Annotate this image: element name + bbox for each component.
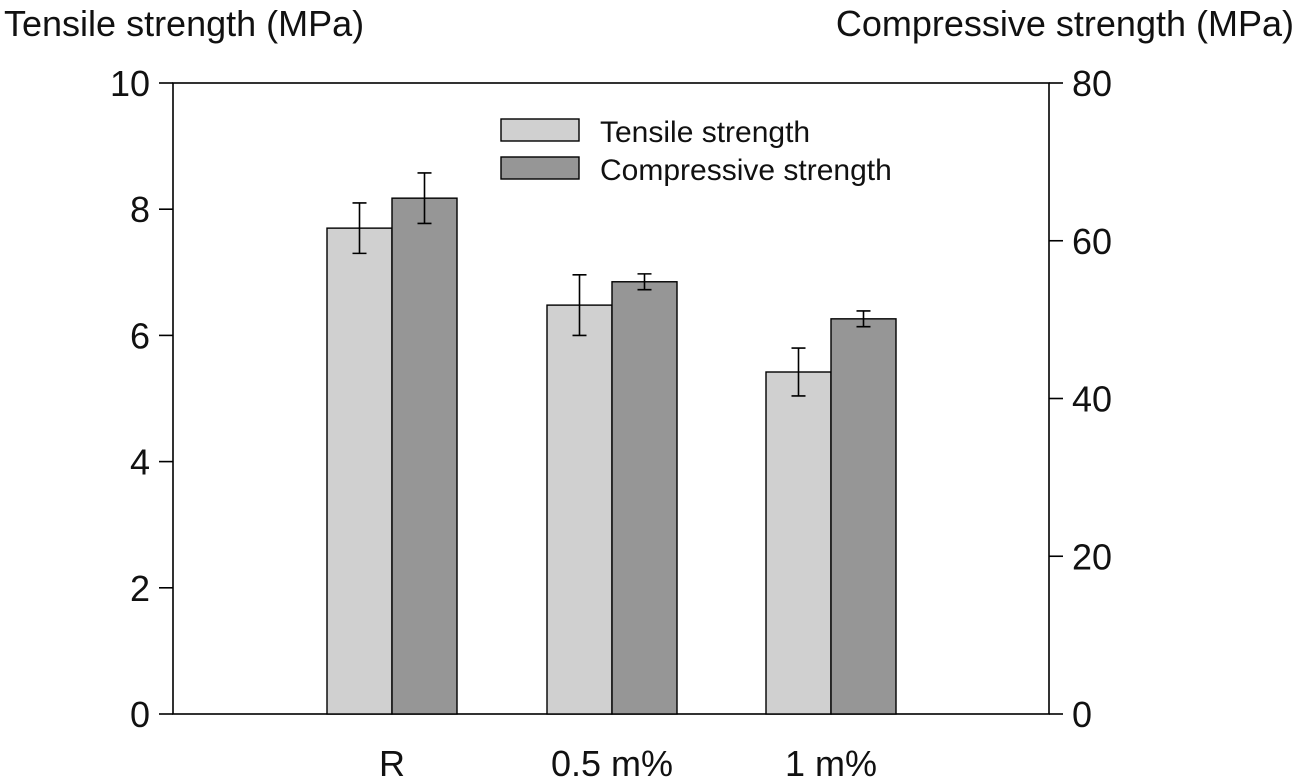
- right-tick-label: 40: [1072, 379, 1112, 420]
- error-bar-tensile-strength-1-m: [791, 347, 806, 397]
- right-tick-label: 0: [1072, 694, 1092, 735]
- bar-tensile-strength-1-m: [765, 371, 832, 715]
- bar-tensile-strength-0-5-m: [546, 304, 613, 715]
- right-tick-label: 60: [1072, 221, 1112, 262]
- left-tick-label: 4: [130, 442, 150, 483]
- bar-tensile-strength-r: [326, 227, 393, 715]
- left-tick-label: 2: [130, 568, 150, 609]
- axis-ticks: [159, 82, 1063, 715]
- legend-swatch-compressive: [500, 156, 580, 180]
- left-axis-title: Tensile strength (MPa): [4, 3, 364, 44]
- error-bar-tensile-strength-0-5-m: [572, 274, 587, 337]
- legend-label-compressive: Compressive strength: [600, 154, 892, 187]
- bar-compressive-strength-1-m: [830, 318, 897, 715]
- error-bar-tensile-strength-r: [352, 202, 367, 255]
- right-tick-label: 80: [1072, 63, 1112, 104]
- left-tick-label: 6: [130, 315, 150, 356]
- legend-swatch-tensile: [500, 118, 580, 142]
- category-label-0-5-m: 0.5 m%: [551, 743, 673, 782]
- bar-compressive-strength-r: [391, 197, 458, 715]
- left-tick-label: 8: [130, 189, 150, 230]
- legend-label-tensile: Tensile strength: [600, 116, 810, 149]
- category-label-r: R: [379, 743, 405, 782]
- right-axis-title: Compressive strength (MPa): [836, 3, 1294, 44]
- error-bar-compressive-strength-0-5-m: [637, 273, 652, 291]
- legend: Tensile strength Compressive strength: [500, 116, 892, 187]
- error-bar-compressive-strength-r: [417, 172, 432, 225]
- category-label-1-m: 1 m%: [785, 743, 877, 782]
- left-tick-label: 10: [110, 63, 150, 104]
- right-tick-label: 20: [1072, 536, 1112, 577]
- tick-labels: 0 2 4 6 8 10 0 20 40 60 80 R 0.5 m% 1 m%: [110, 63, 1112, 782]
- left-tick-label: 0: [130, 694, 150, 735]
- bars: [326, 197, 897, 715]
- error-bar-compressive-strength-1-m: [856, 310, 871, 328]
- bar-compressive-strength-0-5-m: [611, 281, 678, 715]
- error-bars: [352, 172, 871, 397]
